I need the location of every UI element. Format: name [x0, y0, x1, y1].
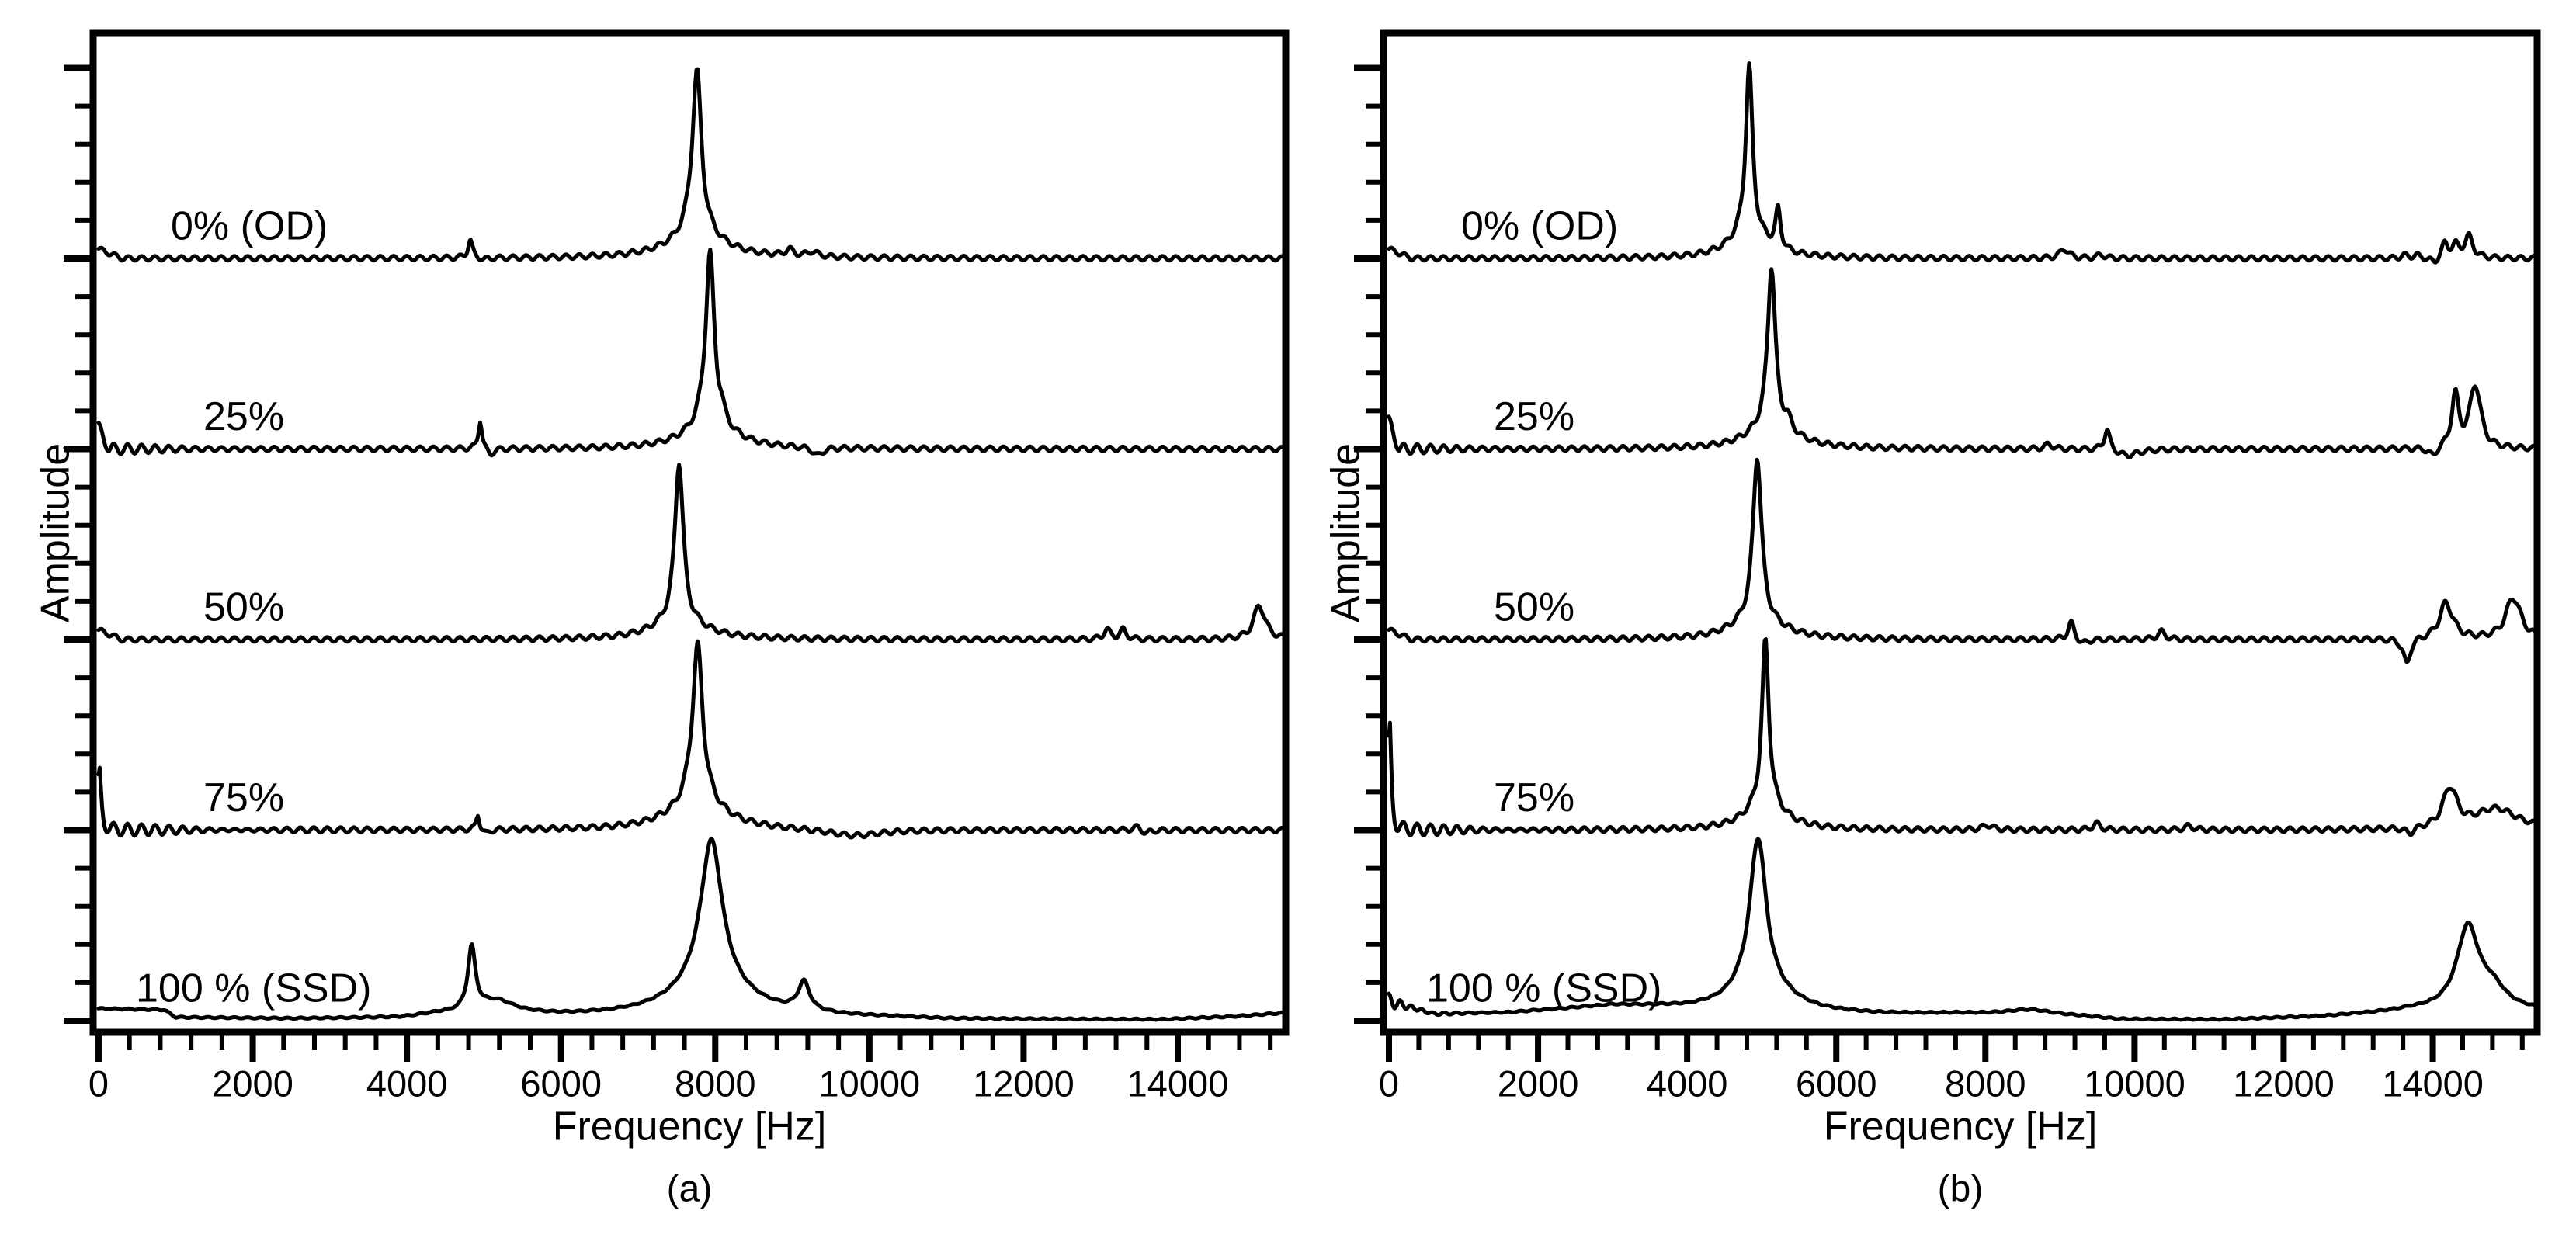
y-axis-label: Amplitude	[33, 443, 78, 622]
x-tick-label: 12000	[973, 1063, 1074, 1104]
spectrum-curve-b-1	[1387, 267, 2539, 459]
trace-label-3: 75%	[1494, 775, 1574, 820]
x-tick-label: 0	[1379, 1063, 1399, 1104]
y-axis-label: Amplitude	[1324, 443, 1369, 622]
x-tick-label: 10000	[819, 1063, 921, 1104]
x-tick-label: 8000	[675, 1063, 756, 1104]
x-axis-label: Frequency [Hz]	[1824, 1104, 2098, 1150]
panel-caption: (b)	[1938, 1169, 1984, 1210]
trace-label-0: 0% (OD)	[1461, 204, 1618, 249]
x-ticks: 0 2000 4000 6000 8000 10000 12000 14000	[89, 1035, 1273, 1104]
spectrum-curve-a-4	[96, 837, 1287, 1022]
spectrum-curve-a-3	[96, 639, 1287, 840]
spectrum-curve-b-4	[1387, 837, 2539, 1022]
spectrum-curve-b-0	[1387, 61, 2539, 265]
x-tick-label: 6000	[1796, 1063, 1877, 1104]
trace-label-3: 75%	[203, 775, 284, 820]
x-tick-label: 2000	[1498, 1063, 1579, 1104]
spectrum-curve-a-0	[96, 67, 1287, 263]
axis-box	[89, 29, 1290, 1036]
panel-a: 0% (OD) 25% 50% 75% 100 % (SSD) 0 2000 4000 6000…	[33, 29, 1290, 1210]
x-tick-label: 12000	[2233, 1063, 2335, 1104]
x-tick-label: 0	[89, 1063, 109, 1104]
spectrum-curve-a-1	[96, 248, 1287, 458]
x-tick-label: 14000	[2382, 1063, 2484, 1104]
spectrum-curve-b-3	[1387, 637, 2539, 837]
x-axis-label: Frequency [Hz]	[553, 1104, 827, 1150]
trace-label-1: 25%	[1494, 394, 1574, 439]
x-tick-label: 4000	[1647, 1063, 1728, 1104]
trace-label-4: 100 % (SSD)	[1426, 966, 1661, 1011]
trace-label-4: 100 % (SSD)	[136, 966, 371, 1011]
trace-label-1: 25%	[203, 394, 284, 439]
y-ticks	[64, 64, 90, 1024]
x-ticks: 0 2000 4000 6000 8000 10000 12000 14000	[1379, 1035, 2525, 1104]
x-tick-label: 14000	[1127, 1063, 1229, 1104]
x-tick-label: 6000	[520, 1063, 602, 1104]
x-tick-label: 2000	[212, 1063, 293, 1104]
x-tick-label: 10000	[2084, 1063, 2185, 1104]
spectrum-curve-b-2	[1387, 457, 2539, 664]
trace-label-2: 50%	[1494, 585, 1574, 630]
spectrum-curve-a-2	[96, 463, 1287, 644]
panel-caption: (a)	[667, 1169, 713, 1210]
x-tick-label: 8000	[1945, 1063, 2026, 1104]
panel-b: 0% (OD) 25% 50% 75% 100 % (SSD) 0 2000 4000 6000…	[1324, 29, 2541, 1210]
trace-label-2: 50%	[203, 585, 284, 630]
trace-label-0: 0% (OD)	[171, 204, 328, 249]
y-ticks	[1354, 64, 1380, 1024]
axis-box	[1380, 29, 2541, 1036]
x-tick-label: 4000	[366, 1063, 448, 1104]
